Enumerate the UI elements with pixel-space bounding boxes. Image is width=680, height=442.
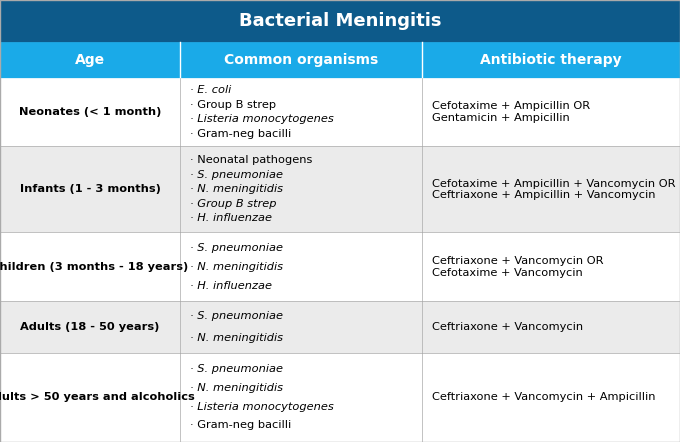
Bar [0, 232, 680, 301]
Bar [0, 353, 680, 442]
Text: · Gram-neg bacilli: · Gram-neg bacilli [190, 420, 292, 431]
Text: · Gram-neg bacilli: · Gram-neg bacilli [190, 129, 292, 139]
Bar [0, 78, 680, 146]
Text: · S. pneumoniae: · S. pneumoniae [190, 364, 284, 374]
Text: · S. pneumoniae: · S. pneumoniae [190, 243, 284, 252]
Text: Neonates (< 1 month): Neonates (< 1 month) [19, 107, 161, 117]
Bar [0, 42, 680, 78]
Text: · N. meningitidis: · N. meningitidis [190, 262, 284, 272]
Bar [0, 146, 680, 232]
Text: · Neonatal pathogens: · Neonatal pathogens [190, 156, 313, 165]
Text: Age: Age [75, 53, 105, 67]
Text: · N. meningitidis: · N. meningitidis [190, 333, 284, 343]
Text: Common organisms: Common organisms [224, 53, 378, 67]
Text: · H. influenzae: · H. influenzae [190, 213, 273, 223]
Text: · N. meningitidis: · N. meningitidis [190, 184, 284, 194]
Text: Antibiotic therapy: Antibiotic therapy [480, 53, 622, 67]
Text: Adults (18 - 50 years): Adults (18 - 50 years) [20, 322, 160, 332]
Text: · Listeria monocytogenes: · Listeria monocytogenes [190, 114, 334, 124]
Text: Cefotaxime + Ampicillin OR
Gentamicin + Ampicillin: Cefotaxime + Ampicillin OR Gentamicin + … [432, 101, 590, 123]
Text: · S. pneumoniae: · S. pneumoniae [190, 170, 284, 180]
Text: Ceftriaxone + Vancomycin OR
Cefotaxime + Vancomycin: Ceftriaxone + Vancomycin OR Cefotaxime +… [432, 256, 603, 278]
Text: Infants (1 - 3 months): Infants (1 - 3 months) [20, 184, 160, 194]
Text: · Group B strep: · Group B strep [190, 100, 277, 110]
Text: Ceftriaxone + Vancomycin + Ampicillin: Ceftriaxone + Vancomycin + Ampicillin [432, 392, 656, 402]
Text: Bacterial Meningitis: Bacterial Meningitis [239, 12, 441, 30]
Text: · H. influenzae: · H. influenzae [190, 281, 273, 291]
Text: · S. pneumoniae: · S. pneumoniae [190, 311, 284, 321]
Bar [0, 0, 680, 42]
Text: · N. meningitidis: · N. meningitidis [190, 383, 284, 393]
Text: Cefotaxime + Ampicillin + Vancomycin OR
Ceftriaxone + Ampicillin + Vancomycin: Cefotaxime + Ampicillin + Vancomycin OR … [432, 179, 675, 200]
Text: Ceftriaxone + Vancomycin: Ceftriaxone + Vancomycin [432, 322, 583, 332]
Text: · Listeria monocytogenes: · Listeria monocytogenes [190, 402, 334, 412]
Bar [0, 301, 680, 353]
Text: · E. coli: · E. coli [190, 85, 232, 95]
Text: · Group B strep: · Group B strep [190, 199, 277, 209]
Text: Adults > 50 years and alcoholics: Adults > 50 years and alcoholics [0, 392, 195, 402]
Text: Children (3 months - 18 years): Children (3 months - 18 years) [0, 262, 189, 272]
